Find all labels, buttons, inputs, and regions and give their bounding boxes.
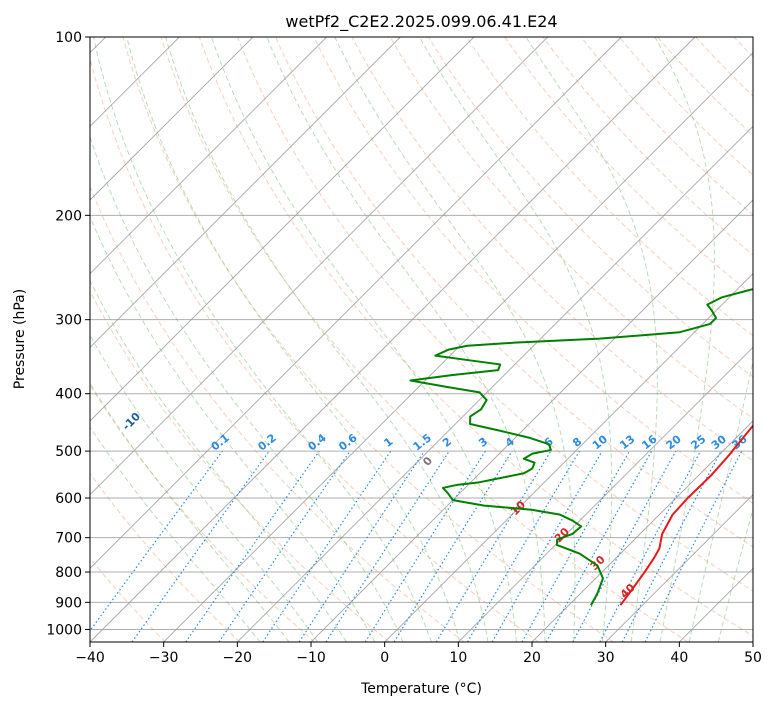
- moist-adiabat-line: [654, 37, 715, 642]
- moist-adiabat-line: [210, 37, 517, 642]
- moist-adiabat-line: [525, 37, 658, 642]
- isotherm-line: [310, 199, 753, 642]
- x-axis-title: Temperature (°C): [360, 681, 482, 697]
- x-tick-label: 20: [523, 650, 541, 666]
- x-tick-label: 50: [744, 650, 762, 666]
- isotherm-line: [90, 37, 549, 496]
- y-tick-label: 700: [55, 531, 82, 547]
- moist-adiabat-line: [688, 359, 753, 642]
- temperature-line: [619, 424, 753, 606]
- isotherm-line: [163, 51, 753, 642]
- x-tick-label: 30: [597, 650, 615, 666]
- moist-adiabat-line: [717, 507, 753, 642]
- y-tick-label: 900: [55, 595, 82, 611]
- dewpoint-line: [409, 288, 753, 606]
- y-axis-title: Pressure (hPa): [12, 289, 28, 389]
- isotherm-line: [384, 272, 753, 642]
- mixing-ratio-line: [364, 450, 486, 642]
- mixing-ratio-line: [466, 450, 580, 642]
- chart-axes: −40 −30 −20 −10 0 10 20 30 40 50 100 200 300 400 500 60…: [46, 30, 762, 666]
- x-tick-label: −40: [75, 650, 105, 666]
- isotherm-line: [90, 37, 622, 570]
- chart-grid: 0.10.20.40.611.52346810131620253036-100-…: [90, 37, 753, 642]
- y-tick-label: 400: [55, 387, 82, 403]
- moist-adiabat-line: [90, 426, 261, 642]
- isotherm-line: [605, 493, 753, 642]
- moist-adiabat-line: [92, 37, 432, 642]
- moist-adiabat-line: [90, 382, 290, 642]
- moist-adiabat-line: [165, 37, 489, 642]
- x-tick-label: 10: [449, 650, 467, 666]
- mixing-ratio-line: [435, 450, 552, 642]
- moist-adiabat-line: [126, 37, 461, 642]
- dry-adiabat-line: [90, 384, 315, 642]
- isotherm-line: [90, 37, 696, 642]
- moist-adiabat-line: [90, 135, 404, 642]
- mixing-ratio-line: [90, 450, 223, 632]
- isotherm-line: [90, 37, 401, 349]
- dry-adiabat-line: [160, 37, 689, 642]
- x-tick-label: 40: [670, 650, 688, 666]
- dry-adiabat-line: [90, 56, 540, 642]
- dry-adiabat-line: [504, 37, 753, 296]
- chart-series: [409, 288, 753, 606]
- chart-title: wetPf2_C2E2.2025.099.06.41.E24: [285, 12, 557, 32]
- mixing-ratio-line: [491, 450, 603, 642]
- x-tick-label: −20: [223, 650, 253, 666]
- plot-frame: [89, 36, 754, 643]
- y-tick-label: 200: [55, 208, 82, 224]
- y-tick-label: 800: [55, 565, 82, 581]
- isotherm-line: [531, 420, 753, 642]
- y-tick-label: 1000: [46, 622, 82, 638]
- dry-adiabat-line: [237, 37, 753, 592]
- dry-adiabat-line: [313, 37, 753, 505]
- x-tick-label: −10: [296, 650, 326, 666]
- mixing-ratio-line: [572, 450, 677, 642]
- moist-adiabat-line: [418, 37, 613, 642]
- dry-adiabat-line: [90, 290, 390, 642]
- mixing-ratio-line: [545, 450, 653, 642]
- y-tick-label: 500: [55, 444, 82, 460]
- y-tick-label: 600: [55, 491, 82, 507]
- isotherm-line: [457, 346, 753, 642]
- moist-adiabat-line: [266, 37, 546, 642]
- dry-adiabat-line: [580, 37, 753, 216]
- x-tick-label: −30: [149, 650, 179, 666]
- moist-adiabat-line: [90, 334, 319, 642]
- mixing-ratio-line: [131, 450, 270, 642]
- isotherm-line: [236, 125, 753, 642]
- y-tick-label: 300: [55, 313, 82, 329]
- dry-adiabat-line: [90, 472, 241, 642]
- mixing-ratio-line: [325, 450, 450, 642]
- mixing-ratio-line: [521, 450, 631, 642]
- y-tick-label: 100: [55, 30, 82, 46]
- x-tick-label: 0: [380, 650, 389, 666]
- isotherm-line: [90, 37, 475, 422]
- mixing-ratio-line: [218, 450, 351, 642]
- moist-adiabat-line: [90, 215, 376, 642]
- dry-adiabat-line: [466, 37, 753, 337]
- dry-adiabat-line: [122, 37, 614, 642]
- moist-adiabat-line: [334, 37, 576, 642]
- mixing-ratio-line: [185, 450, 320, 642]
- mixing-ratio-line: [393, 450, 513, 642]
- isotherm-line: [90, 37, 328, 275]
- isotherm-line: [90, 37, 254, 201]
